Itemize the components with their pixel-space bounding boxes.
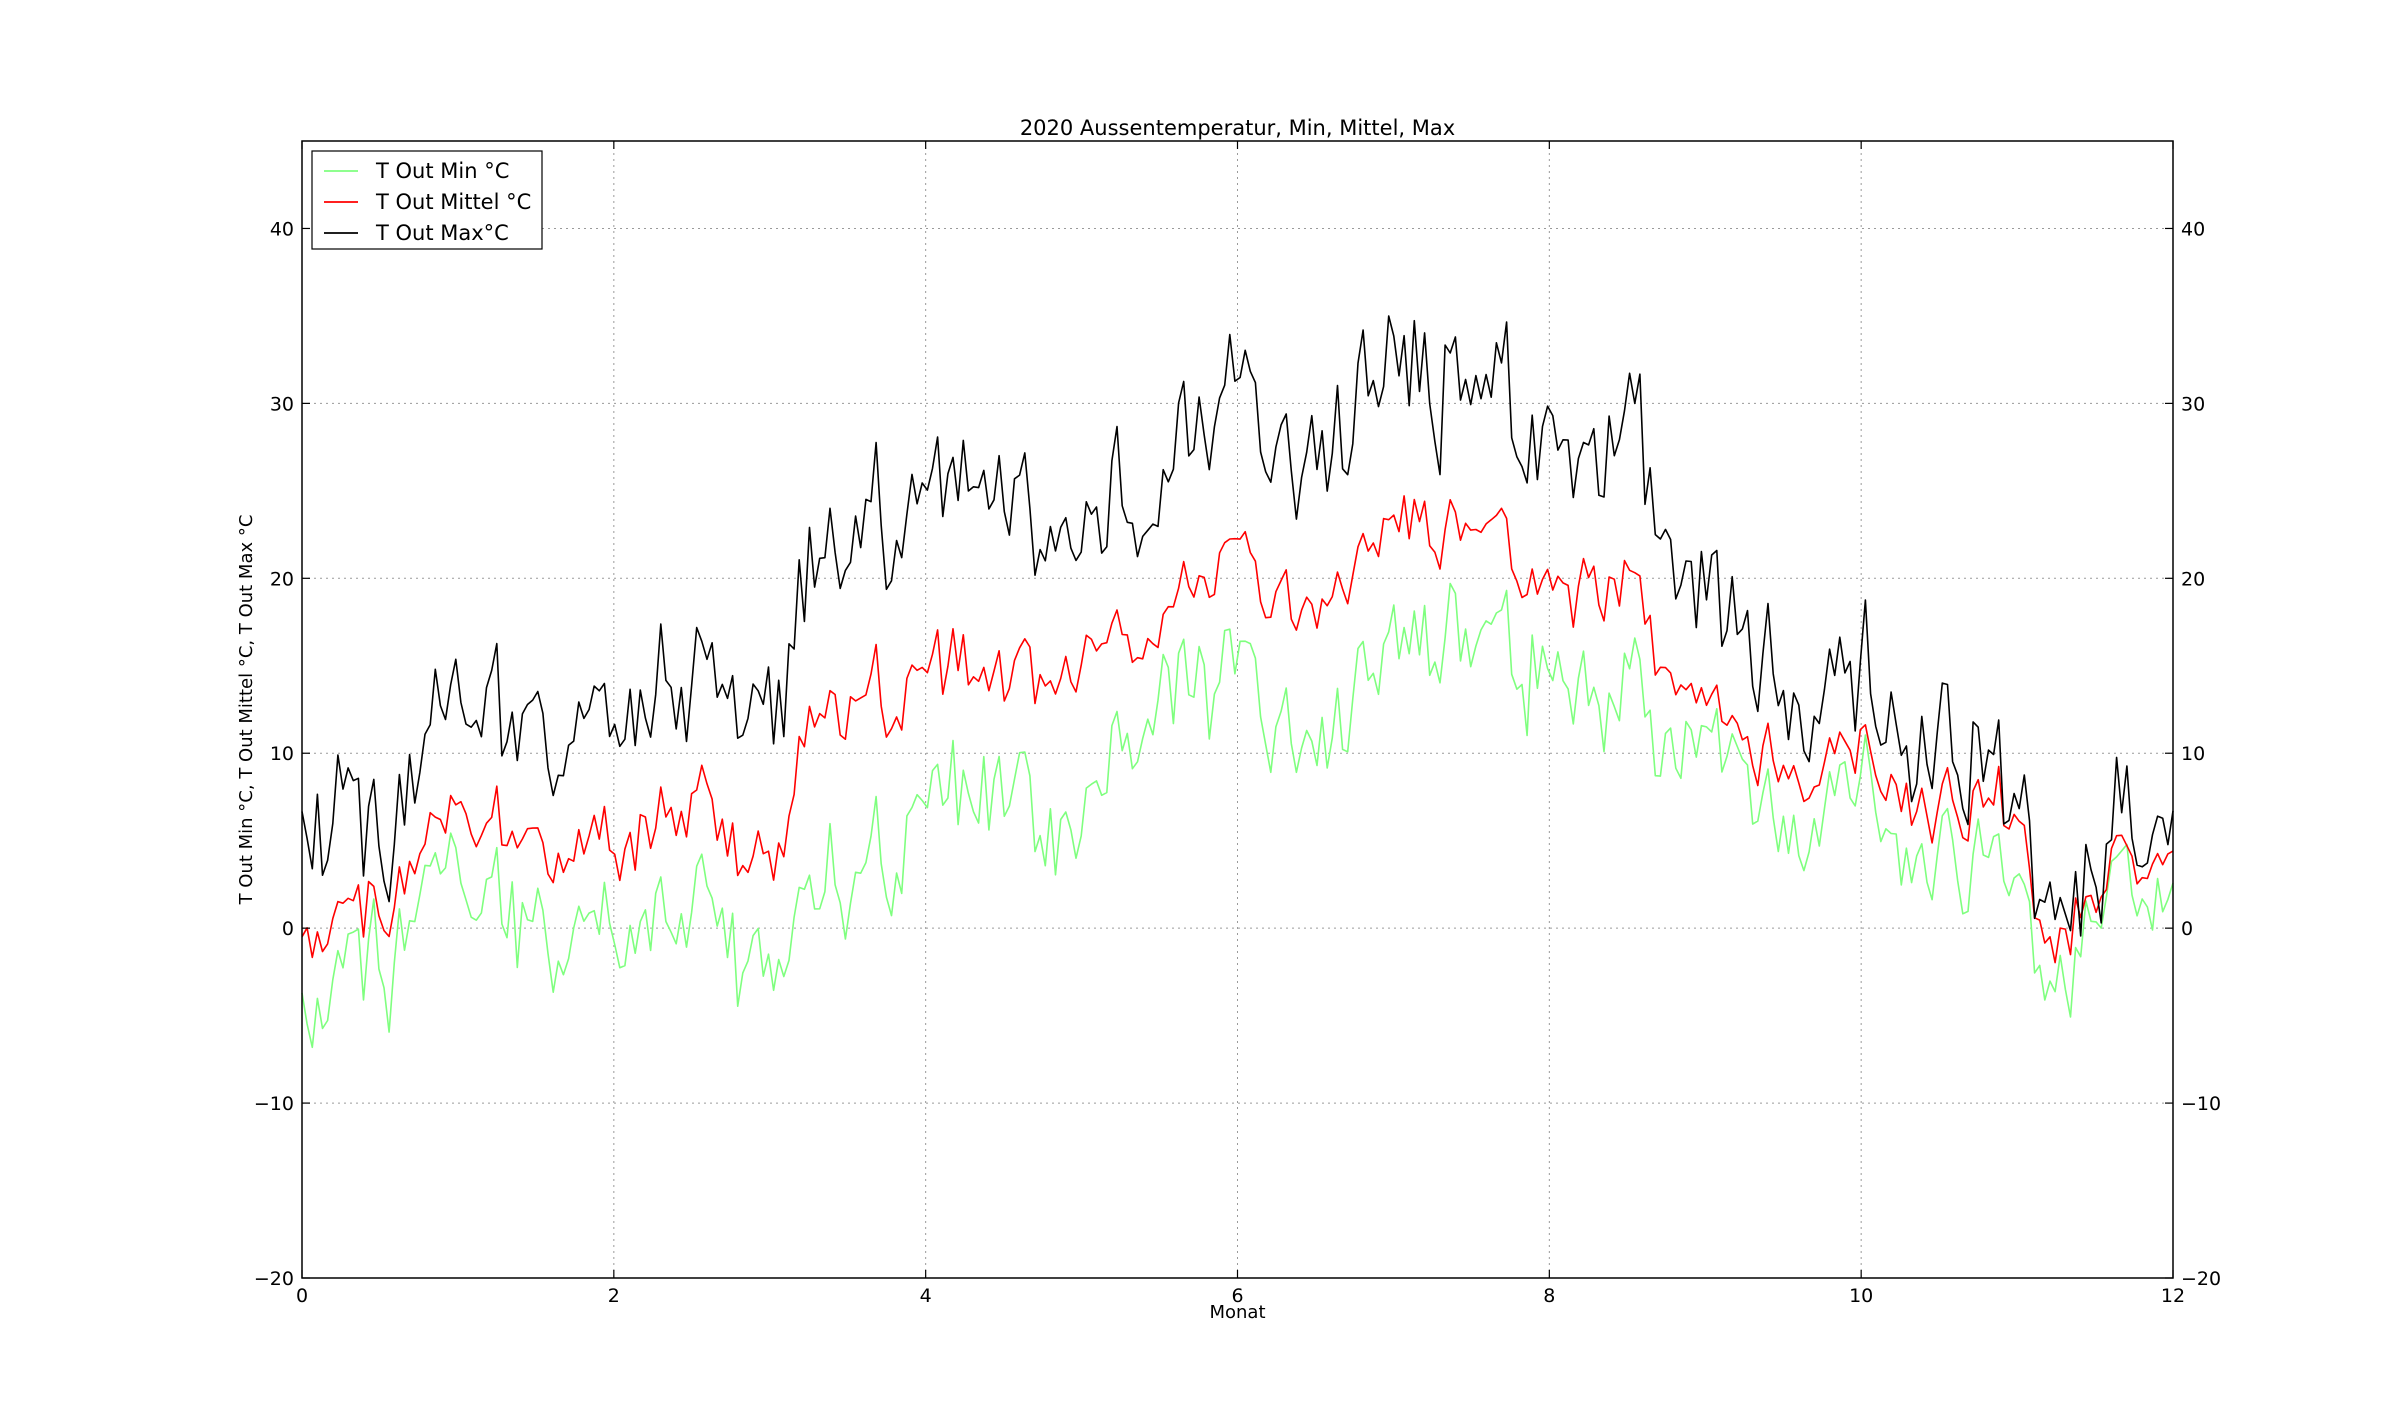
y-tick-label-right: −10 [2181,1093,2221,1115]
x-axis-label: Monat [1209,1302,1265,1323]
x-tick-label: 10 [1849,1285,1873,1307]
y-tick-label: 10 [270,743,294,765]
y-axis-label: T Out Min °C, T Out Mittel °C, T Out Max… [236,515,257,906]
y-tick-label: 40 [270,218,294,240]
y-tick-label: 20 [270,568,294,590]
x-tick-label: 6 [1231,1285,1243,1307]
legend-entry-1: T Out Mittel °C [375,190,531,214]
y-tick-label: −10 [254,1093,294,1115]
y-tick-label-right: 10 [2181,743,2205,765]
x-tick-label: 2 [608,1285,620,1307]
series-line-1 [301,495,2174,964]
x-tick-label: 4 [920,1285,932,1307]
y-tick-label-right: 20 [2181,568,2205,590]
legend-entry-0: T Out Min °C [375,159,509,183]
y-tick-label: 0 [282,918,294,940]
y-tick-label-right: 40 [2181,218,2205,240]
x-tick-label: 8 [1543,1285,1555,1307]
y-tick-label-right: 0 [2181,918,2193,940]
series-lines [301,315,2174,1049]
x-tick-label: 12 [2161,1285,2185,1307]
grid-lines [302,141,2173,1278]
x-tick-label: 0 [296,1285,308,1307]
series-line-2 [301,315,2174,937]
series-line-0 [301,582,2174,1049]
y-tick-label-right: 30 [2181,393,2205,415]
chart-title: 2020 Aussentemperatur, Min, Mittel, Max [1020,116,1455,140]
y-tick-label: 30 [270,393,294,415]
y-tick-label: −20 [254,1268,294,1290]
legend: T Out Min °C T Out Mittel °C T Out Max°C [311,150,543,250]
y-tick-label-right: −20 [2181,1268,2221,1290]
legend-entry-2: T Out Max°C [375,221,509,245]
